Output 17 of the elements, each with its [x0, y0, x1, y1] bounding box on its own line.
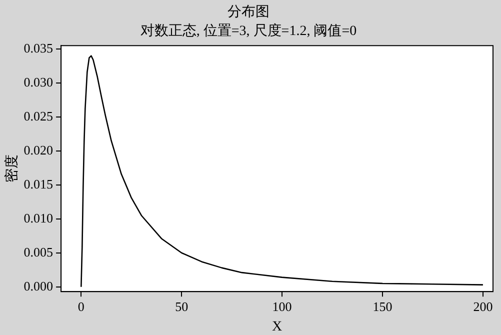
chart-subtitle: 对数正态, 位置=3, 尺度=1.2, 阈值=0 — [140, 22, 357, 39]
y-tick-label: 0.025 — [24, 108, 54, 124]
x-tick-label: 150 — [372, 298, 392, 314]
x-axis-title: X — [272, 319, 282, 334]
y-tick-label: 0.020 — [24, 142, 54, 158]
y-tick-label: 0.000 — [24, 278, 54, 294]
y-axis-title: 密度 — [4, 154, 20, 183]
y-tick-label: 0.005 — [24, 244, 54, 260]
y-tick-label: 0.035 — [24, 40, 54, 56]
x-tick-label: 0 — [78, 298, 84, 314]
y-tick-label: 0.010 — [24, 210, 54, 226]
chart-title: 分布图 — [228, 4, 270, 20]
y-tick-label: 0.030 — [24, 74, 54, 90]
y-tick-label: 0.015 — [24, 176, 54, 192]
x-tick-label: 50 — [175, 298, 188, 314]
x-tick-label: 200 — [473, 298, 493, 314]
x-tick-label: 100 — [272, 298, 292, 314]
